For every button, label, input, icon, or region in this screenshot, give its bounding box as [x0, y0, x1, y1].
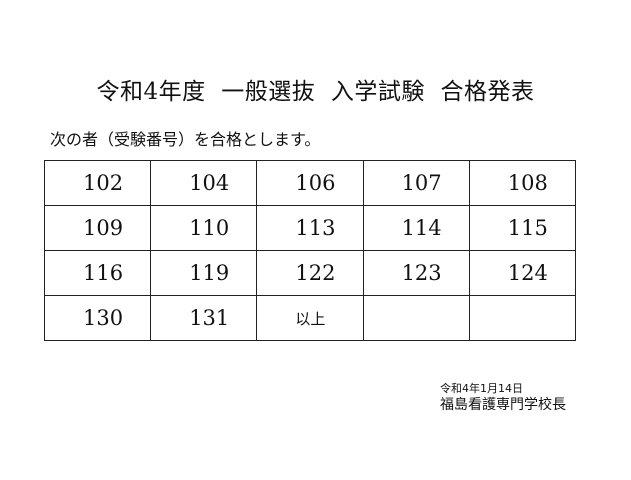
- exam-number-cell: 113: [256, 205, 364, 251]
- exam-number-cell: 104: [150, 160, 258, 206]
- exam-number-cell: 102: [43, 160, 152, 206]
- exam-number-cell: 131: [150, 295, 258, 341]
- exam-number-cell: 130: [43, 295, 152, 341]
- exam-number-cell: 122: [256, 250, 364, 296]
- intro-text: 次の者（受験番号）を合格とします。: [50, 130, 321, 149]
- exam-number-cell: 115: [468, 205, 577, 251]
- issue-date: 令和4年1月14日: [440, 382, 523, 395]
- exam-number-cell: 119: [150, 250, 258, 296]
- issuer-name: 福島看護専門学校長: [440, 397, 566, 413]
- exam-number-cell: 106: [256, 160, 364, 206]
- exam-number-cell: 107: [362, 160, 470, 206]
- table-row: 102 104 106 107 108: [43, 160, 577, 206]
- exam-number-cell: 108: [468, 160, 577, 206]
- exam-number-cell: 110: [150, 205, 258, 251]
- passing-numbers-table: 102 104 106 107 108 109 110 113 114 115 116 119 122 1…: [43, 160, 577, 341]
- table-row: 130 131 以上: [43, 295, 577, 341]
- table-row: 109 110 113 114 115: [43, 205, 577, 251]
- exam-number-cell: [362, 295, 470, 341]
- page-title: 令和4年度 一般選抜 入学試験 合格発表: [96, 79, 535, 105]
- end-marker-cell: 以上: [256, 295, 364, 341]
- exam-number-cell: 124: [468, 250, 577, 296]
- exam-number-cell: 114: [362, 205, 470, 251]
- exam-number-cell: 123: [362, 250, 470, 296]
- exam-number-cell: 109: [43, 205, 152, 251]
- table-row: 116 119 122 123 124: [43, 250, 577, 296]
- exam-number-cell: 116: [43, 250, 152, 296]
- exam-number-cell: [468, 295, 577, 341]
